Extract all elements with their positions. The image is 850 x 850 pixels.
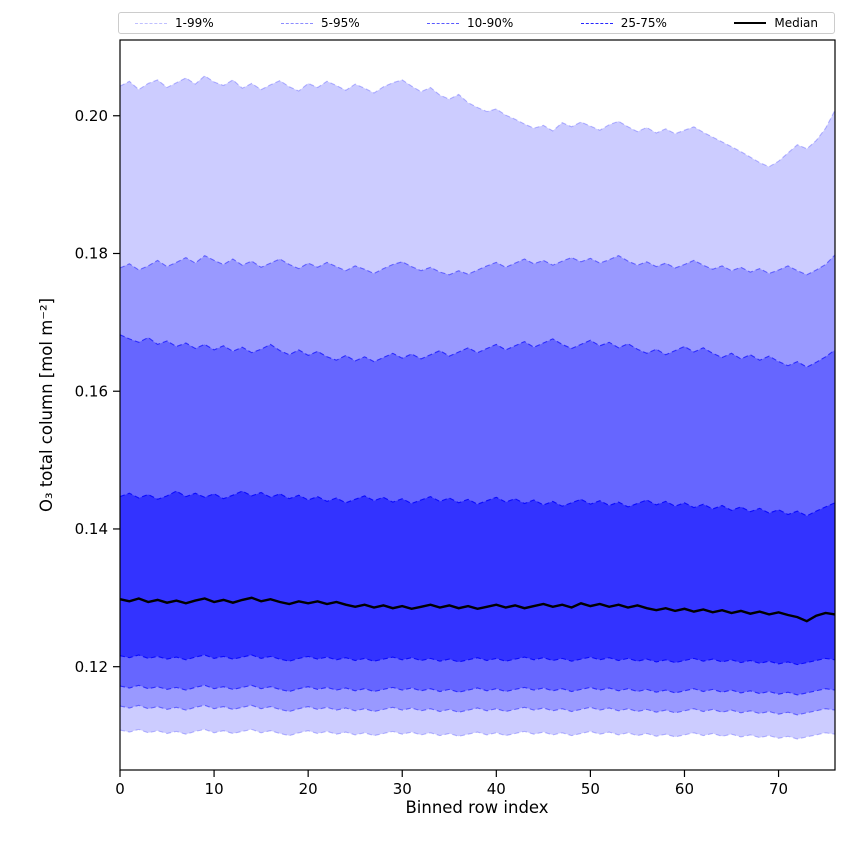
legend-label: Median — [774, 16, 818, 30]
x-tick-label: 10 — [205, 780, 224, 798]
plot-border — [119, 39, 836, 771]
legend-entry-1-99%: 1-99% — [135, 17, 214, 29]
band-edge-p95 — [119, 254, 836, 276]
legend-line-sample — [580, 22, 613, 24]
band-edge-p90 — [119, 334, 836, 368]
x-tick-label: 0 — [115, 780, 125, 798]
x-tick-label: 20 — [299, 780, 318, 798]
legend-entry-5-95%: 5-95% — [281, 17, 360, 29]
legend-label: 5-95% — [321, 16, 360, 30]
band-edge-p99 — [119, 75, 836, 168]
x-tick-label: 30 — [393, 780, 412, 798]
band-edge-p10 — [119, 684, 836, 696]
y-tick-label: 0.16 — [75, 382, 108, 400]
band-edge-p01 — [119, 728, 836, 740]
x-tick-label: 70 — [769, 780, 788, 798]
axes: 0.12 0.14 0.16 0.18 0.20 0 10 20 30 40 50 60 70 — [75, 39, 836, 798]
x-tick-label: 50 — [581, 780, 600, 798]
legend-line-sample — [427, 22, 460, 24]
x-axis-label: Binned row index — [405, 798, 548, 817]
y-tick-label: 0.14 — [75, 520, 108, 538]
legend-label: 1-99% — [175, 16, 214, 30]
median-line — [119, 596, 836, 623]
legend: 1-99% 5-95% 10-90% 25-75% Median — [118, 12, 835, 34]
x-tick-label: 60 — [675, 780, 694, 798]
legend-label: 25-75% — [620, 16, 667, 30]
y-tick-label: 0.20 — [75, 107, 108, 125]
legend-entry-10-90%: 10-90% — [427, 17, 513, 29]
band-edge-p75 — [119, 490, 836, 517]
legend-label: 10-90% — [467, 16, 514, 30]
legend-entry-25-75%: 25-75% — [580, 16, 667, 30]
legend-entry-median: Median — [734, 17, 818, 29]
y-tick-label: 0.18 — [75, 245, 108, 263]
y-tick-label: 0.12 — [75, 658, 108, 676]
legend-line-sample — [281, 22, 314, 24]
band-edge-p25 — [119, 654, 836, 666]
band-fill-25-75% — [120, 491, 835, 665]
y-axis-label: O₃ total column [mol m⁻²] — [37, 298, 56, 512]
legend-line-sample — [734, 22, 767, 24]
plot-area — [119, 75, 836, 740]
legend-line-sample — [135, 22, 167, 24]
band-edge-p05 — [119, 704, 836, 716]
x-tick-label: 40 — [487, 780, 506, 798]
